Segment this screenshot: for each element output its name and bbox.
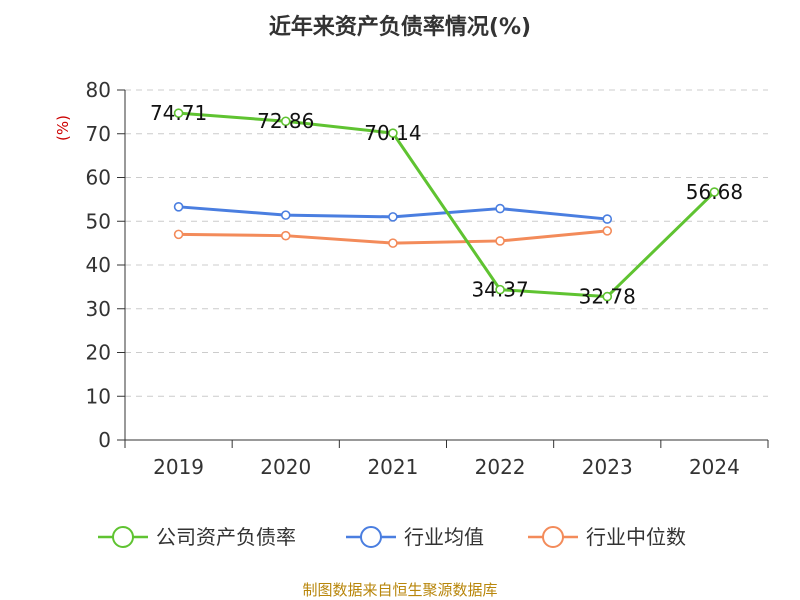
y-tick-label: 30 — [86, 297, 111, 321]
x-tick-label: 2022 — [475, 455, 526, 479]
data-point — [173, 229, 184, 240]
data-point — [602, 214, 613, 224]
data-label: 70.14 — [364, 121, 421, 145]
data-point — [602, 291, 613, 302]
data-label: 74.71 — [150, 101, 207, 125]
source-note: 制图数据来自恒生聚源数据库 — [302, 581, 497, 599]
legend-item: 公司资产负债率 — [98, 525, 296, 549]
series-group — [173, 108, 720, 302]
data-point — [709, 187, 720, 197]
data-point — [388, 238, 398, 248]
data-labels: 74.71 72.86 70.14 34.37 32.78 56.68 — [150, 101, 743, 308]
legend-swatch-marker — [112, 526, 134, 548]
x-tick-label: 2021 — [367, 455, 418, 479]
legend: 公司资产负债率 行业均值 行业中位数 — [98, 525, 686, 549]
legend-item: 行业均值 — [346, 525, 484, 549]
data-point — [280, 230, 291, 241]
legend-label: 行业中位数 — [586, 525, 686, 549]
x-tick-label: 2023 — [582, 455, 633, 479]
legend-swatch-marker — [542, 526, 564, 548]
data-point — [173, 202, 184, 212]
grid-lines — [125, 89, 768, 397]
data-point — [602, 226, 613, 236]
y-tick-label: 20 — [86, 341, 111, 365]
legend-label: 公司资产负债率 — [156, 525, 296, 549]
series-line — [178, 111, 716, 299]
y-tick-label: 80 — [86, 78, 111, 102]
y-tick-label: 10 — [86, 384, 111, 408]
x-tick-label: 2024 — [689, 455, 740, 479]
y-tick-label: 70 — [86, 122, 111, 146]
data-point — [388, 128, 398, 138]
x-tick-label: 2020 — [260, 455, 311, 479]
data-label: 32.78 — [579, 285, 636, 309]
data-label: 34.37 — [471, 278, 528, 302]
y-tick-label: 40 — [86, 253, 111, 277]
legend-swatch-marker — [360, 526, 382, 548]
y-axis-label: (%) — [54, 115, 72, 141]
legend-label: 行业均值 — [404, 525, 484, 549]
data-point — [173, 108, 184, 118]
x-tick-label: 2019 — [153, 455, 204, 479]
chart-title: 近年来资产负债率情况(%) — [269, 14, 531, 40]
data-point — [388, 212, 398, 222]
data-label: 56.68 — [686, 180, 743, 204]
data-point — [280, 116, 291, 127]
y-tick-label: 60 — [86, 166, 111, 190]
data-label: 72.86 — [257, 109, 314, 133]
axes: 0 10 20 30 40 50 60 70 80 2019 2020 2021 2022 2023 202… — [86, 78, 769, 479]
data-point — [495, 203, 505, 214]
data-point — [495, 284, 505, 295]
y-tick-label: 0 — [98, 428, 111, 452]
data-point — [280, 210, 291, 220]
data-point — [495, 236, 505, 246]
legend-item: 行业中位数 — [528, 525, 686, 549]
y-tick-label: 50 — [86, 209, 111, 233]
